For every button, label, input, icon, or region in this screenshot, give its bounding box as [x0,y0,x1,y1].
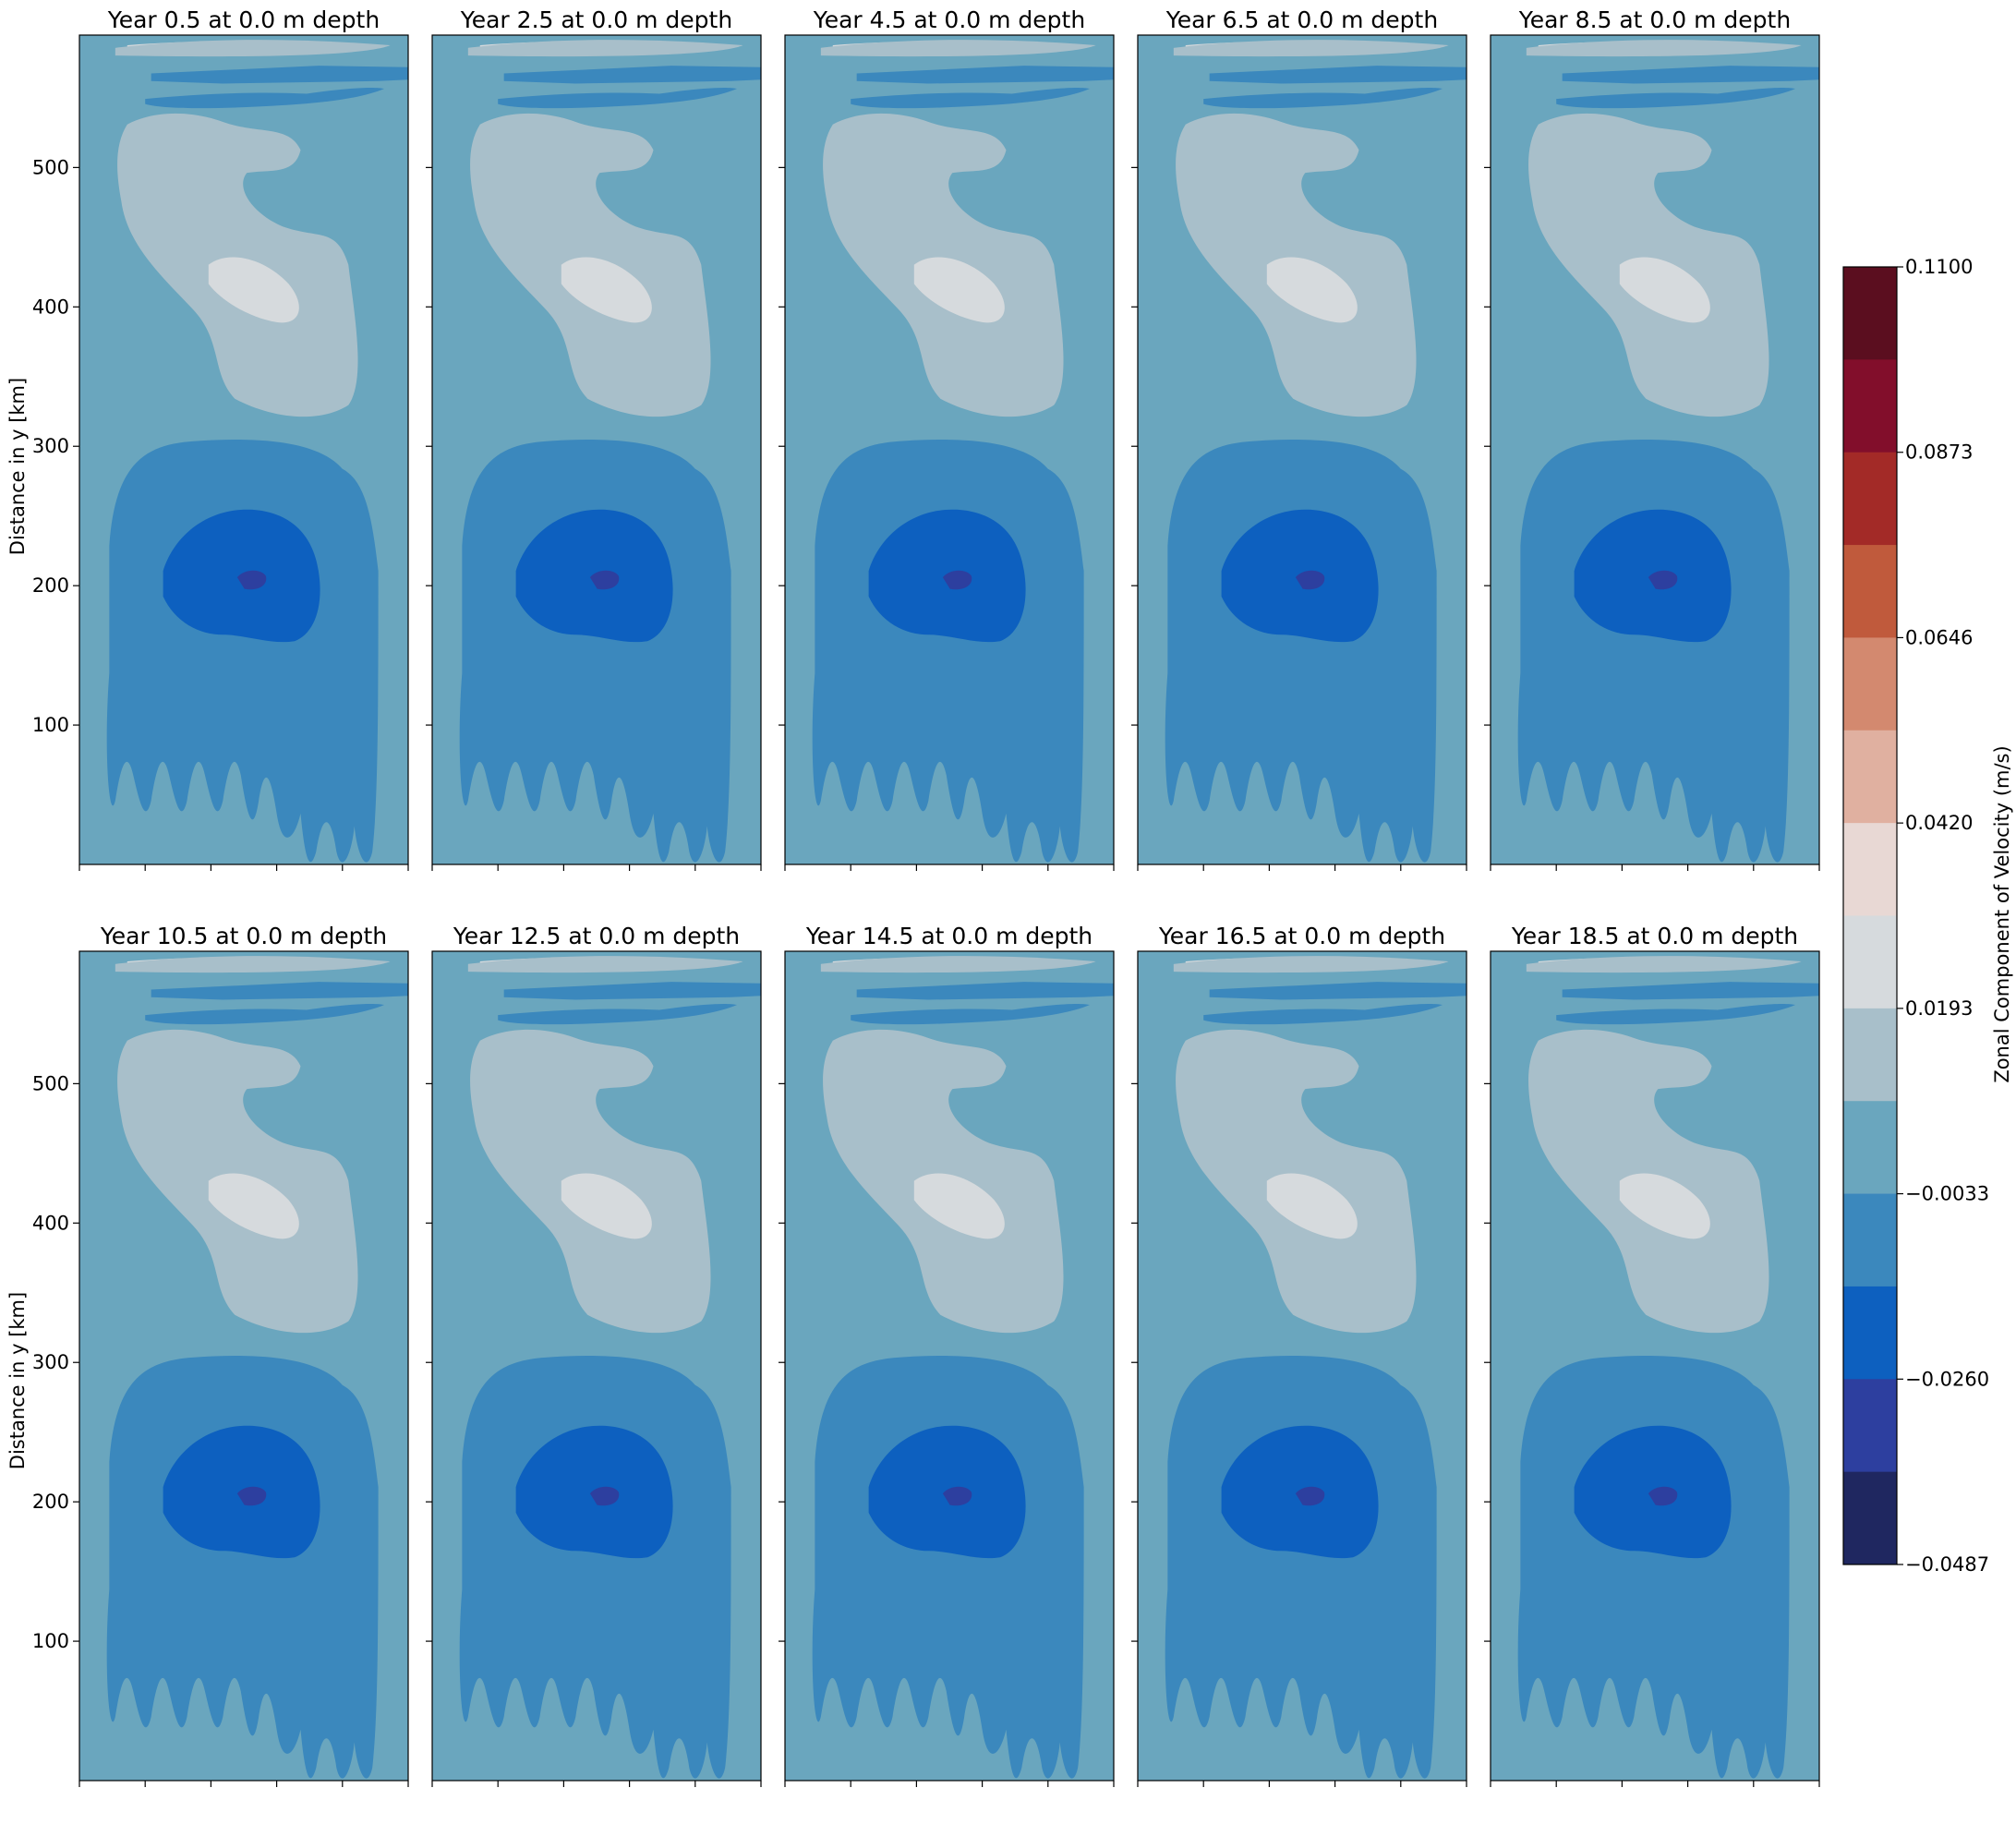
panel-2: Year 2.5 at 0.0 m depth [426,6,762,871]
panel-title: Year 4.5 at 0.0 m depth [813,6,1085,33]
colorbar-tick-label: 0.0420 [1905,812,1973,834]
y-tick-label: 500 [32,1072,69,1094]
y-tick-label: 200 [32,1491,69,1513]
y-tick-label: 300 [32,435,69,457]
colorbar-label: Zonal Component of Velocity (m/s) [1991,745,2013,1082]
colorbar-segment [1843,823,1897,916]
colorbar-segment [1843,267,1897,360]
colorbar-segment [1843,1471,1897,1565]
colorbar-tick-label: 0.0646 [1905,626,1973,648]
colorbar-segment [1843,915,1897,1009]
colorbar-segment [1843,545,1897,638]
panel-frame [1490,950,1820,1782]
panel-title: Year 16.5 at 0.0 m depth [1158,923,1445,949]
panel-3: Year 4.5 at 0.0 m depth [779,6,1115,871]
panel-title: Year 6.5 at 0.0 m depth [1165,6,1438,33]
panel-frame [431,950,762,1782]
y-axis-label-bottom: Distance in y [km] [6,1292,29,1469]
panel-title: Year 0.5 at 0.0 m depth [107,6,380,33]
panel-title: Year 12.5 at 0.0 m depth [453,923,740,949]
panel-title: Year 18.5 at 0.0 m depth [1511,923,1798,949]
colorbar-segment [1843,1008,1897,1102]
y-axis-label-top: Distance in y [km] [6,378,29,555]
panel-frame [78,34,409,865]
colorbar-segment [1843,1193,1897,1287]
y-tick-label: 100 [32,1630,69,1652]
panel-frame [78,950,409,1782]
colorbar-segment [1843,452,1897,546]
panel-7: Year 12.5 at 0.0 m depth [426,923,762,1787]
panel-title: Year 10.5 at 0.0 m depth [100,923,387,949]
panel-10: Year 18.5 at 0.0 m depth [1484,923,1820,1787]
panel-6: Year 10.5 at 0.0 m depth 100 200 300 400 500 [32,923,409,1787]
panel-frame [784,950,1115,1782]
colorbar-tick-label: −0.0487 [1905,1553,1989,1576]
y-tick-label: 500 [32,156,69,178]
panel-frame [784,34,1115,865]
y-tick-label: 400 [32,296,69,318]
panel-title: Year 14.5 at 0.0 m depth [805,923,1093,949]
panel-9: Year 16.5 at 0.0 m depth [1131,923,1467,1787]
y-tick-label: 200 [32,574,69,597]
colorbar-tick-label: −0.0260 [1905,1368,1989,1390]
panel-title: Year 8.5 at 0.0 m depth [1518,6,1791,33]
colorbar-segment [1843,637,1897,731]
y-tick-label: 400 [32,1212,69,1234]
colorbar-segment [1843,1286,1897,1380]
panel-frame [431,34,762,865]
panel-frame [1490,34,1820,865]
panel-title: Year 2.5 at 0.0 m depth [460,6,732,33]
colorbar-segment [1843,1101,1897,1195]
colorbar-segment [1843,730,1897,824]
panel-1: Year 0.5 at 0.0 m depth 100 200 300 400 500 [32,6,409,871]
colorbar-tick-label: −0.0033 [1905,1183,1989,1205]
colorbar-tick-label: 0.1100 [1905,256,1973,278]
y-tick-label: 300 [32,1351,69,1373]
colorbar-tick-label: 0.0873 [1905,441,1973,464]
y-tick-label: 100 [32,714,69,736]
panel-8: Year 14.5 at 0.0 m depth [779,923,1115,1787]
panels-grid: Year 0.5 at 0.0 m depth100200300400500Ye… [32,6,1820,1787]
colorbar-segment [1843,1379,1897,1473]
panel-5: Year 8.5 at 0.0 m depth [1484,6,1820,871]
panel-frame [1137,950,1467,1782]
panel-frame [1137,34,1467,865]
colorbar-segment [1843,359,1897,453]
panel-4: Year 6.5 at 0.0 m depth [1131,6,1467,871]
colorbar-frame [1842,266,1898,1565]
colorbar-tick-label: 0.0193 [1905,997,1973,1020]
colorbar: 0.1100 0.0873 0.0646 0.0420 0.0193 −0.0033 −0.… [1842,256,1989,1576]
